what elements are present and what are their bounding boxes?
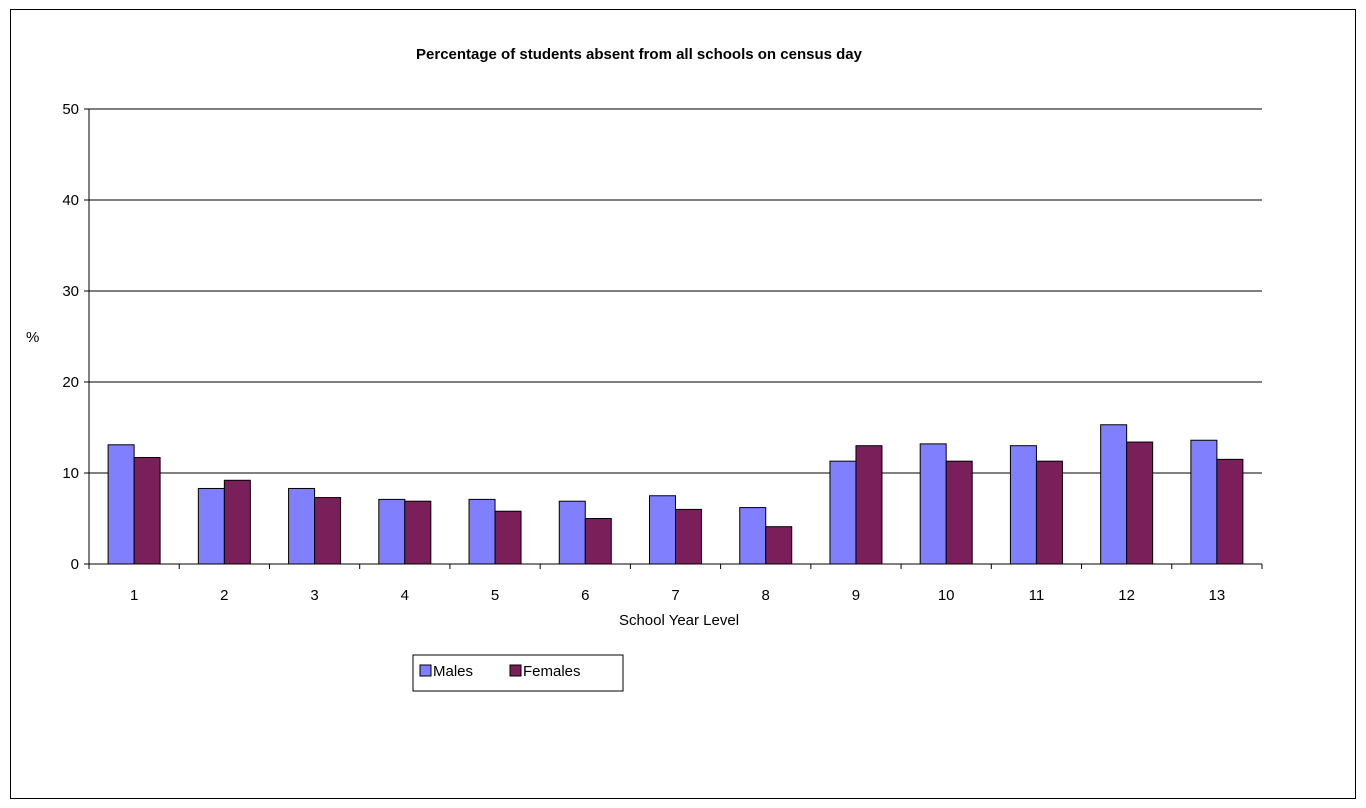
bar-males-8	[739, 507, 767, 565]
bar-males-13	[1190, 439, 1218, 565]
y-tick-label: 50	[62, 101, 79, 118]
legend-swatch-females	[509, 664, 522, 677]
legend-label-males: Males	[433, 663, 473, 680]
bar-females-1	[133, 457, 161, 565]
x-tick-label: 5	[491, 587, 499, 604]
x-tick-label: 10	[938, 587, 955, 604]
bar-males-4	[378, 498, 406, 565]
y-tick-label: 40	[62, 192, 79, 209]
y-axis-label: %	[26, 329, 39, 346]
y-tick-label: 30	[62, 283, 79, 300]
x-tick-label: 4	[401, 587, 409, 604]
legend: Males Females	[412, 654, 624, 692]
y-tick-label: 20	[62, 374, 79, 391]
bar-males-7	[649, 495, 676, 565]
bar-males-9	[829, 460, 857, 565]
bar-females-7	[675, 508, 702, 565]
x-tick-label: 8	[762, 587, 770, 604]
bar-females-11	[1035, 460, 1063, 565]
bar-females-9	[855, 445, 883, 565]
bar-males-1	[107, 444, 135, 565]
bar-males-6	[558, 500, 586, 565]
x-tick-label: 6	[581, 587, 589, 604]
x-tick-label: 9	[852, 587, 860, 604]
x-tick-label: 7	[671, 587, 679, 604]
bar-females-5	[494, 510, 522, 565]
gridlines	[89, 108, 1262, 474]
bar-males-2	[197, 487, 225, 565]
chart-title: Percentage of students absent from all s…	[416, 46, 863, 63]
x-tick-label: 11	[1029, 587, 1045, 604]
bar-females-13	[1216, 458, 1244, 565]
legend-swatch-males	[419, 664, 432, 677]
bar-males-3	[288, 487, 316, 565]
bar-females-10	[945, 460, 973, 565]
x-axis-label: School Year Level	[619, 612, 739, 629]
bar-females-3	[314, 497, 342, 565]
x-tick-label: 12	[1118, 587, 1135, 604]
axes	[88, 109, 1262, 565]
bars	[107, 424, 1244, 565]
bar-females-4	[404, 500, 432, 565]
x-tick-label: 2	[220, 587, 228, 604]
y-tick-label: 0	[71, 556, 79, 573]
bar-males-5	[468, 498, 496, 565]
x-tick-label: 1	[130, 587, 138, 604]
chart-frame	[10, 9, 1356, 799]
bar-females-6	[584, 518, 612, 565]
y-tick-labels: 0 10 20 30 40 50	[62, 101, 89, 573]
bar-females-8	[765, 526, 793, 565]
y-tick-label: 10	[62, 465, 79, 482]
bar-females-12	[1126, 441, 1154, 565]
bar-males-10	[919, 443, 947, 565]
bar-males-12	[1100, 424, 1128, 565]
legend-label-females: Females	[523, 663, 581, 680]
x-tick-label: 13	[1209, 587, 1226, 604]
bar-females-2	[223, 479, 251, 565]
x-tick-labels: 1 2 3 4 5 6 7 8 9 10 11 12 13	[88, 564, 1263, 604]
bar-males-11	[1009, 445, 1037, 565]
x-tick-label: 3	[310, 587, 318, 604]
